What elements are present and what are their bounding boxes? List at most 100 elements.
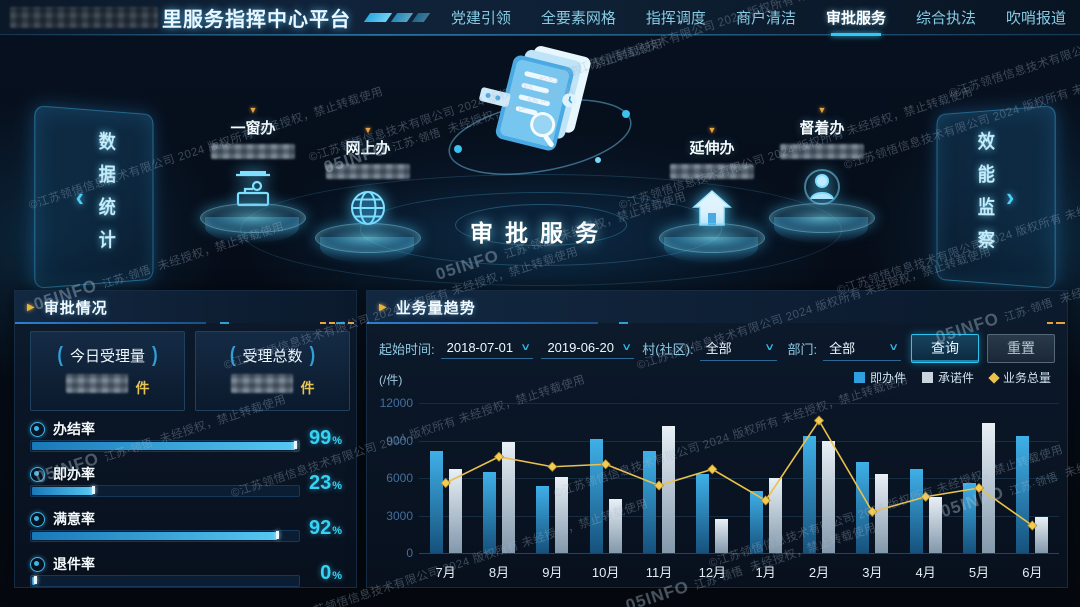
nav-item-5[interactable]: 综合执法 <box>915 9 976 27</box>
bar-即办件-5月 <box>963 483 976 553</box>
caret-down-icon: ▼ <box>248 105 258 115</box>
bar-承诺件-3月 <box>875 474 889 553</box>
query-button[interactable]: 查询 <box>911 333 979 363</box>
service-item-wangshangban[interactable]: ▼ 网上办 <box>303 126 433 267</box>
approval-panel-title: 审批情况 <box>43 299 108 317</box>
y-axis-tick: 3000 <box>386 508 413 523</box>
legend-square-icon <box>921 372 933 383</box>
metric-row-2: 满意率 92% <box>30 509 342 554</box>
trend-chart: 0 3000 6000 9000 12000 7月 8月 9月 10月 11月 12月 1月 2月 3月 4… <box>375 389 1059 580</box>
bar-承诺件-11月 <box>662 425 675 553</box>
bar-承诺件-7月 <box>448 469 462 553</box>
caret-down-icon: ▼ <box>817 105 827 115</box>
bar-承诺件-1月 <box>768 478 782 553</box>
title-slashes-decoration <box>363 12 431 22</box>
bar-即办件-9月 <box>536 485 550 553</box>
pedestal <box>315 223 421 267</box>
department-select[interactable]: 全部 ∨ <box>823 335 901 361</box>
x-axis-tick: 3月 <box>862 565 883 580</box>
x-axis-tick: 7月 <box>435 565 456 580</box>
legend-item-2[interactable]: 业务总量 <box>988 369 1051 386</box>
bar-承诺件-9月 <box>555 476 569 553</box>
y-axis-tick: 6000 <box>386 471 413 485</box>
page-title-text: 里服务指挥中心平台 <box>162 8 351 31</box>
stat-value-redacted <box>230 373 293 393</box>
bracket-left: ( <box>229 342 236 367</box>
metric-value: 0% <box>320 562 342 584</box>
bar-承诺件-5月 <box>982 423 995 553</box>
service-item-yanshenban[interactable]: ▼ 延伸办 <box>647 126 777 267</box>
x-axis-tick: 2月 <box>808 565 830 580</box>
metric-bullet-icon <box>30 466 45 482</box>
service-label: 网上办 <box>345 140 391 157</box>
legend-item-0[interactable]: 即办件 <box>853 369 906 386</box>
service-value-redacted <box>211 144 295 159</box>
bar-即办件-3月 <box>856 461 870 553</box>
side-left-label: 数据统计 <box>95 130 115 264</box>
bar-承诺件-10月 <box>608 499 622 553</box>
caret-down-icon: ▼ <box>363 125 373 135</box>
metric-progressbar <box>30 530 300 542</box>
pedestal <box>769 203 875 247</box>
bar-即办件-11月 <box>643 450 656 553</box>
legend-square-icon <box>853 372 865 383</box>
nav-item-3[interactable]: 商户清洁 <box>735 9 796 27</box>
metric-row-1: 即办率 23% <box>30 464 342 509</box>
pedestal <box>659 223 765 267</box>
side-right-label: 效能监察 <box>975 130 995 264</box>
bar-即办件-7月 <box>429 450 443 553</box>
stat-label: 受理总数 <box>242 347 303 365</box>
x-axis-tick: 12月 <box>698 565 727 580</box>
x-axis-tick: 11月 <box>645 565 673 580</box>
village-select[interactable]: 全部 ∨ <box>699 335 778 361</box>
nav-item-4[interactable]: 审批服务 <box>826 7 886 36</box>
data-statistics-side-panel[interactable]: ‹ 数据统计 <box>34 105 154 289</box>
caret-down-icon: ▼ <box>707 125 717 135</box>
legend-diamond-icon <box>988 371 1000 384</box>
service-value-redacted <box>670 164 754 179</box>
title-redacted-block <box>10 6 158 28</box>
stat-value-redacted <box>65 373 128 393</box>
floor-ring-inner <box>455 204 627 246</box>
metric-label: 办结率 <box>53 421 95 437</box>
page-title: 里服务指挥中心平台 <box>10 3 351 32</box>
metric-row-3: 退件率 0% <box>30 554 342 599</box>
service-label: 督着办 <box>799 120 845 137</box>
play-arrow-icon: ▶ <box>379 301 387 313</box>
end-date-picker[interactable]: 2019-06-20 ∨ <box>541 337 635 359</box>
reset-button[interactable]: 重置 <box>987 333 1055 363</box>
y-axis-tick: 0 <box>406 546 413 560</box>
main-nav: 党建引领 全要素网格 指挥调度 商户清洁 审批服务 综合执法 吹哨报道 <box>450 7 1080 36</box>
x-axis-tick: 1月 <box>755 565 776 580</box>
chevron-right-icon[interactable]: › <box>1006 181 1015 212</box>
nav-item-1[interactable]: 全要素网格 <box>540 9 616 27</box>
chevron-left-icon[interactable]: ‹ <box>75 181 84 212</box>
village-value: 全部 <box>705 341 732 356</box>
bracket-right: ) <box>152 342 158 367</box>
trend-panel-header: ▶ 业务量趋势 <box>367 291 1067 324</box>
service-value-redacted <box>326 164 410 179</box>
stat-unit: 件 <box>135 379 150 396</box>
metric-value: 23% <box>308 472 342 494</box>
trend-line-overlay <box>440 415 1038 531</box>
metric-value: 99% <box>308 427 342 449</box>
metric-bullet-icon <box>30 556 45 572</box>
service-item-duzheban[interactable]: ▼ 督着办 <box>757 106 887 247</box>
nav-item-6[interactable]: 吹哨报道 <box>1005 9 1066 27</box>
start-time-label: 起始时间: <box>379 341 435 357</box>
y-axis-unit-label: (/件) <box>379 373 403 387</box>
legend-item-1[interactable]: 承诺件 <box>921 369 974 386</box>
service-value-redacted <box>780 144 864 159</box>
metric-label: 退件率 <box>53 556 95 572</box>
x-axis-tick: 8月 <box>488 565 510 580</box>
efficiency-supervision-side-panel[interactable]: 效能监察 › <box>936 105 1056 289</box>
service-item-yichuangban[interactable]: ▼ 一窗办 <box>188 106 318 247</box>
x-axis-tick: 10月 <box>591 565 620 580</box>
nav-item-0[interactable]: 党建引领 <box>450 9 511 27</box>
approval-status-panel: ▶ 审批情况 ( 今日受理量 ) 件 <box>14 290 357 588</box>
nav-item-2[interactable]: 指挥调度 <box>645 9 706 27</box>
start-date-picker[interactable]: 2018-07-01 ∨ <box>440 337 534 359</box>
stage-center-title: 审批服务 <box>470 220 610 246</box>
metric-progressbar <box>30 485 300 497</box>
